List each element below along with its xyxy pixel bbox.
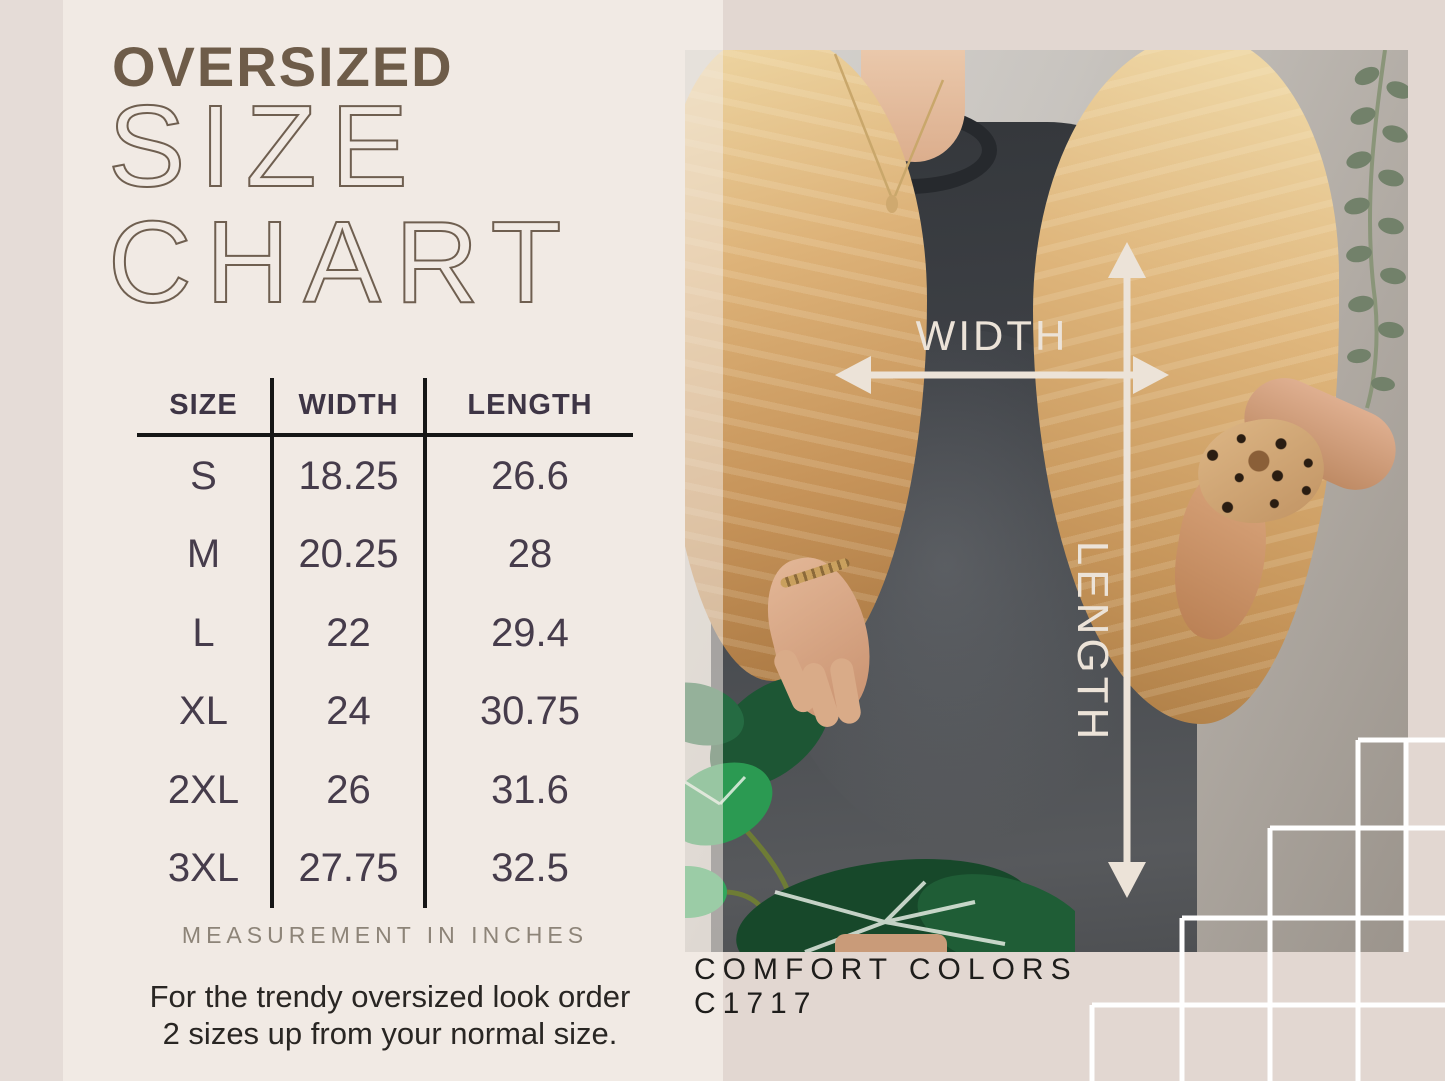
row-s-size: S: [190, 453, 217, 498]
title-chart: CHART: [107, 197, 576, 327]
row-3xl-width: 27.75: [270, 829, 427, 908]
photo-caption: COMFORT COLORS C1717: [694, 953, 1078, 1020]
length-label: LENGTH: [1068, 540, 1117, 744]
column-header-length: LENGTH: [427, 378, 633, 437]
column-header-width: WIDTH: [270, 378, 427, 437]
sizing-tip-line1: For the trendy oversized look order: [149, 979, 631, 1014]
eucalyptus-plant: [1344, 50, 1408, 409]
left-accent-strip: [0, 0, 63, 1081]
row-xl-size: XL: [179, 689, 228, 734]
row-l-length: 29.4: [491, 610, 569, 655]
size-table: SIZE WIDTH LENGTH S 18.25 26.6 M 20.25 2…: [137, 378, 633, 908]
leg-skin-sliver: [835, 934, 947, 952]
row-s-width: 18.25: [270, 437, 427, 516]
row-3xl-size: 3XL: [167, 846, 240, 891]
measurement-note: MEASUREMENT IN INCHES: [181, 922, 589, 948]
model-photo: WIDTH LENGTH: [685, 50, 1408, 952]
title-size: SIZE: [107, 81, 422, 211]
row-m-width: 20.25: [270, 515, 427, 594]
row-2xl-width: 26: [270, 751, 427, 830]
photo-overlay-strip: [685, 50, 723, 952]
width-label: WIDTH: [915, 312, 1069, 359]
measurement-arrows: [835, 242, 1169, 898]
row-3xl-length: 32.5: [491, 846, 569, 891]
row-m-size: M: [186, 532, 221, 577]
row-l-width: 22: [270, 594, 427, 673]
row-m-length: 28: [507, 532, 553, 577]
necklace: [833, 53, 945, 213]
title-kicker: OVERSIZED: [112, 35, 454, 98]
sizing-tip: For the trendy oversized look order 2 si…: [95, 978, 685, 1052]
row-2xl-size: 2XL: [167, 767, 240, 812]
row-l-size: L: [192, 610, 215, 655]
row-xl-length: 30.75: [479, 689, 581, 734]
row-2xl-length: 31.6: [491, 767, 569, 812]
row-xl-width: 24: [270, 672, 427, 751]
row-s-length: 26.6: [491, 453, 569, 498]
sizing-tip-line2: 2 sizes up from your normal size.: [162, 1016, 618, 1051]
column-header-size: SIZE: [137, 378, 270, 437]
